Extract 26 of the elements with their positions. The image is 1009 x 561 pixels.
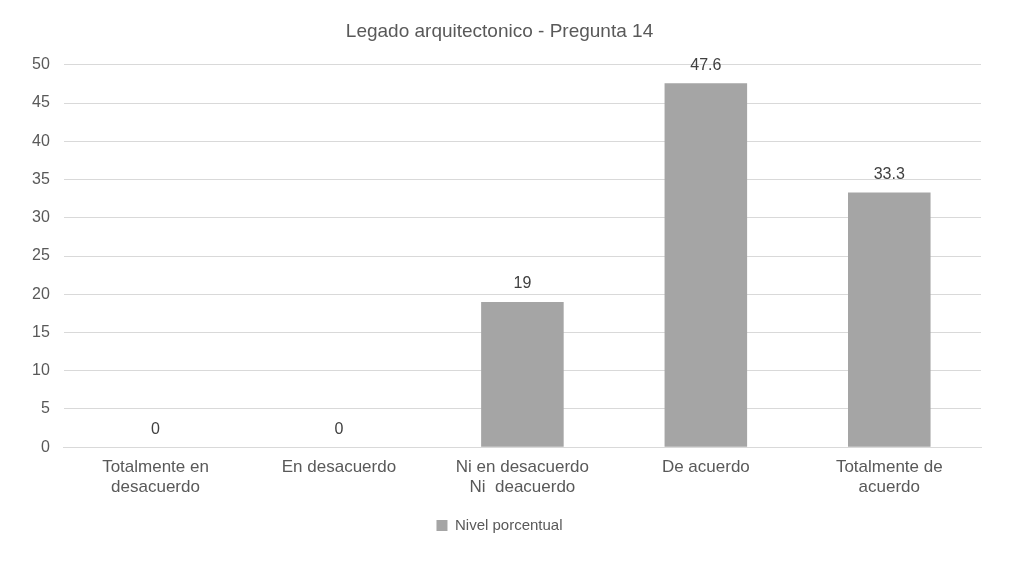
data-label: 0 xyxy=(334,419,344,437)
y-tick-label: 15 xyxy=(32,322,50,340)
y-tick-label: 35 xyxy=(32,169,50,187)
y-tick-label: 20 xyxy=(32,284,50,302)
chart-title: Legado arquitectonico - Pregunta 14 xyxy=(345,19,654,41)
data-label: 33.3 xyxy=(873,164,905,182)
x-tick-label: Totalmente de acuerdo xyxy=(835,457,943,497)
x-tick-label: De acuerdo xyxy=(661,457,750,477)
x-tick-label: Ni en desacuerdo Ni deacuerdo xyxy=(455,457,590,497)
y-tick-label: 5 xyxy=(40,399,50,417)
y-tick-label: 0 xyxy=(40,437,50,455)
x-tick-label: En desacuerdo xyxy=(281,457,397,477)
y-tick-label: 10 xyxy=(32,361,50,379)
y-tick-label: 50 xyxy=(32,55,50,73)
y-tick-label: 45 xyxy=(32,93,50,111)
data-label: 0 xyxy=(151,419,161,437)
data-label: 47.6 xyxy=(690,55,722,73)
y-tick-label: 30 xyxy=(32,208,50,226)
bar xyxy=(664,83,748,447)
bar xyxy=(481,301,564,447)
bar xyxy=(848,192,931,447)
y-tick-label: 40 xyxy=(32,131,50,149)
x-tick-label: Totalmente en desacuerdo xyxy=(102,457,209,497)
data-label: 19 xyxy=(513,274,532,292)
legend-label: Nivel porcentual xyxy=(454,515,563,533)
y-tick-label: 25 xyxy=(32,246,50,264)
